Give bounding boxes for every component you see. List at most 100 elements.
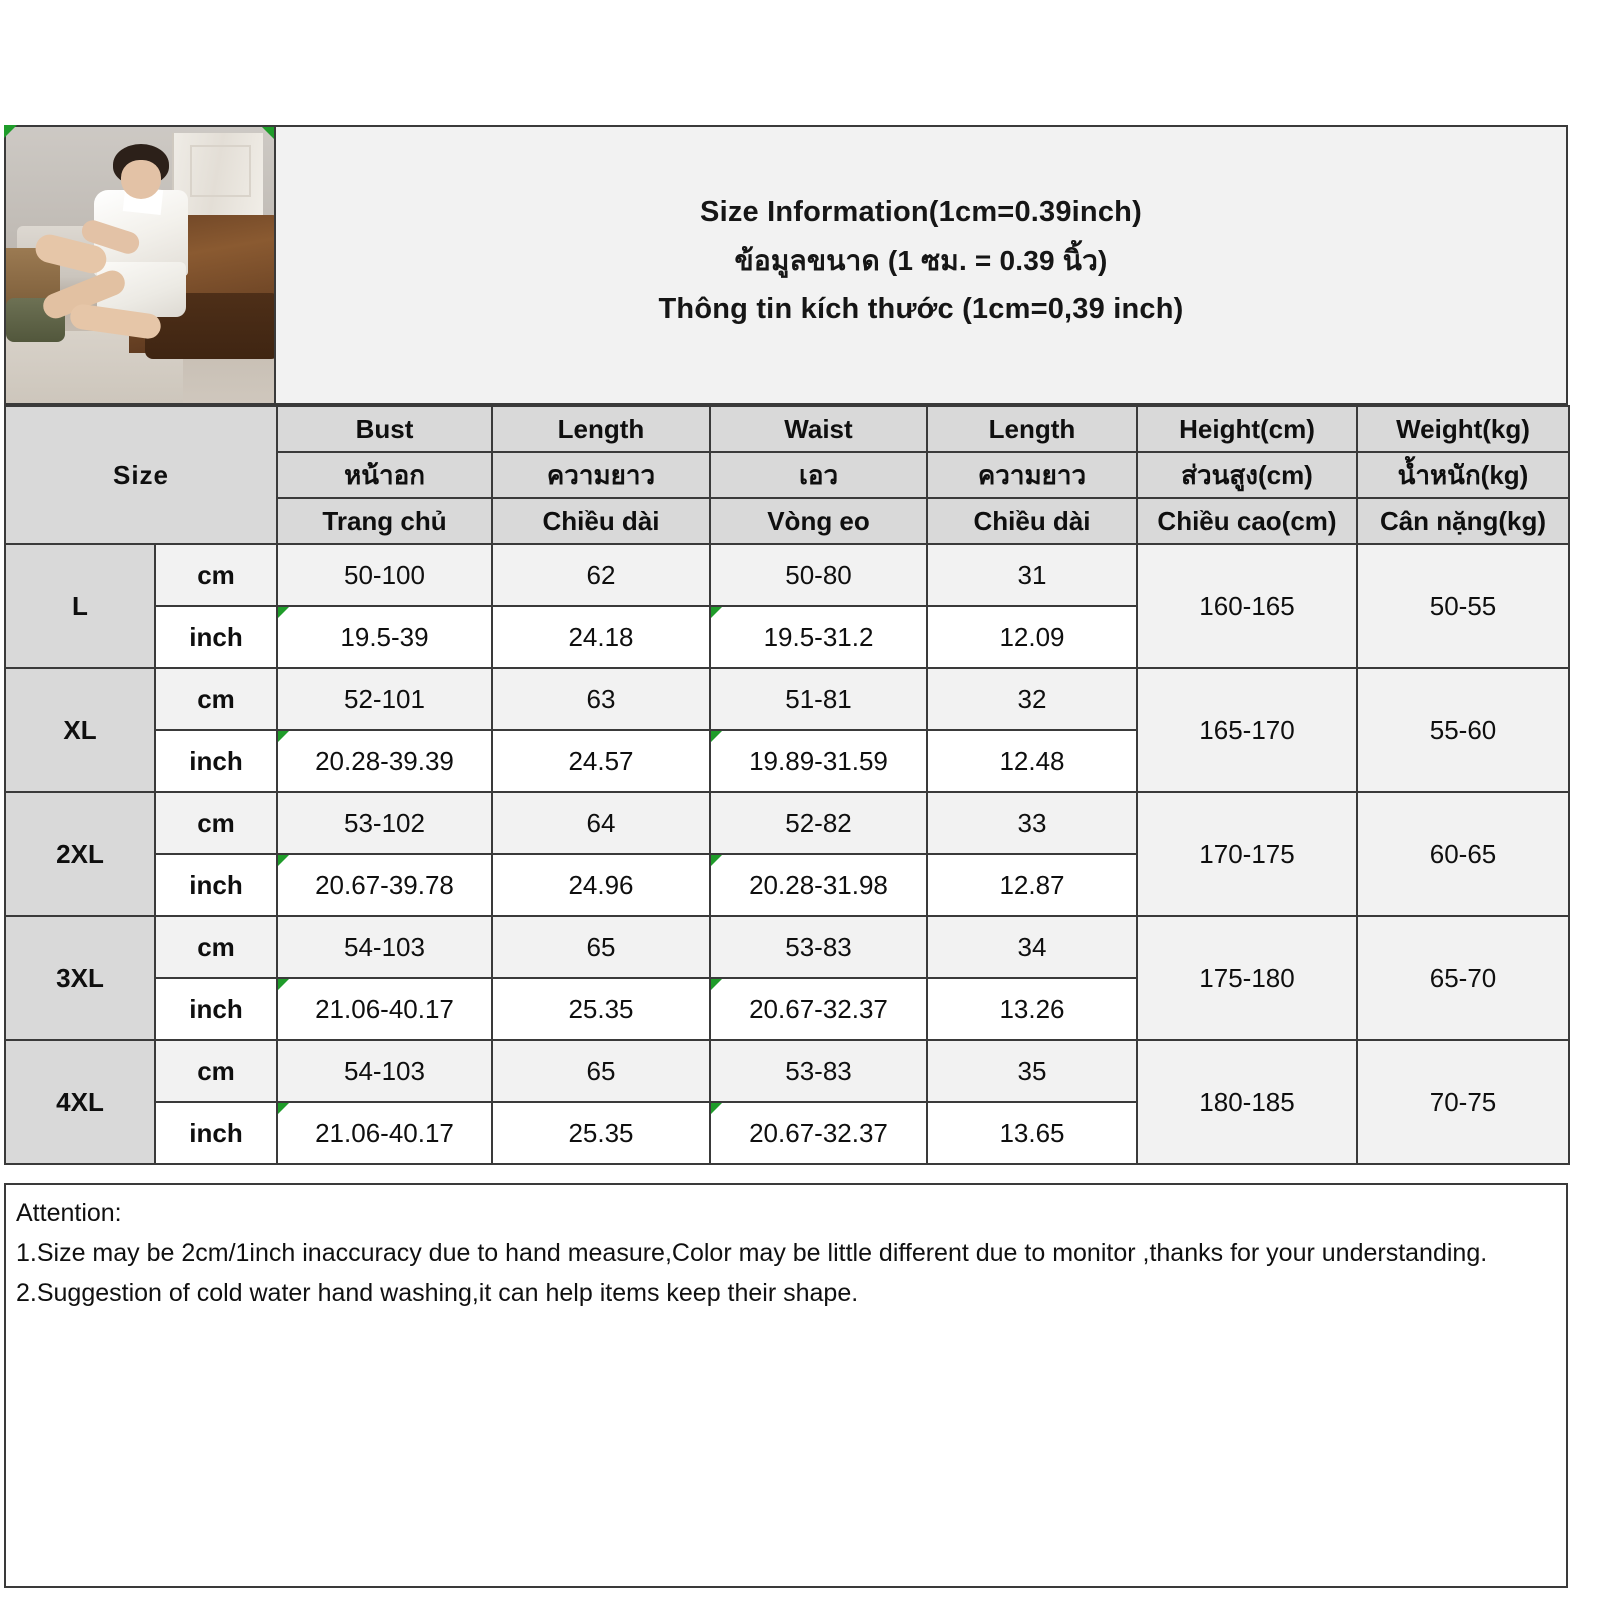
row-size-XL: XL: [4, 667, 156, 793]
cell-length-top-cm-3XL: 65: [491, 915, 711, 979]
cell-length-top-cm-XL: 63: [491, 667, 711, 731]
cell-waist-cm-3XL: 53-83: [709, 915, 928, 979]
cell-length-bottom-inch-3XL: 13.26: [926, 977, 1138, 1041]
comment-marker-icon: [278, 855, 289, 866]
cell-bust-inch-L: 19.5-39: [276, 605, 493, 669]
cell-waist-inch-2XL: 20.28-31.98: [709, 853, 928, 917]
cell-weight-L: 50-55: [1356, 543, 1570, 669]
row-size-L: L: [4, 543, 156, 669]
header-bust-th: หน้าอก: [276, 451, 493, 499]
header-length-top-th: ความยาว: [491, 451, 711, 499]
cell-waist-cm-4XL: 53-83: [709, 1039, 928, 1103]
header-band: Size Information(1cm=0.39inch) ข้อมูลขนา…: [4, 125, 1568, 405]
table-row: inch 19.5-39 24.18 19.5-31.2 12.09: [5, 605, 1569, 669]
header-weight-en: Weight(kg): [1356, 405, 1570, 453]
cell-bust-cm-L: 50-100: [276, 543, 493, 607]
row-unit-inch-L: inch: [154, 605, 278, 669]
cell-waist-inch-3XL: 20.67-32.37: [709, 977, 928, 1041]
header-length-top-vi: Chiều dài: [491, 497, 711, 545]
cell-length-top-cm-2XL: 64: [491, 791, 711, 855]
cell-bust-inch-4XL: 21.06-40.17: [276, 1101, 493, 1165]
row-size-2XL: 2XL: [4, 791, 156, 917]
row-unit-cm-2XL: cm: [154, 791, 278, 855]
row-size-4XL: 4XL: [4, 1039, 156, 1165]
cell-waist-inch-L: 19.5-31.2: [709, 605, 928, 669]
cell-weight-3XL: 65-70: [1356, 915, 1570, 1041]
cell-waist-inch-4XL: 20.67-32.37: [709, 1101, 928, 1165]
cell-bust-cm-4XL: 54-103: [276, 1039, 493, 1103]
table-row: inch 21.06-40.17 25.35 20.67-32.37 13.26: [5, 977, 1569, 1041]
header-height-en: Height(cm): [1136, 405, 1358, 453]
comment-marker-icon: [711, 1103, 722, 1114]
table-row: 4XL cm 54-103 65 53-83 35 180-185 70-75: [4, 1039, 1570, 1165]
cell-weight-4XL: 70-75: [1356, 1039, 1570, 1165]
cell-waist-cm-XL: 51-81: [709, 667, 928, 731]
table-header-row-vi: Trang chủ Chiều dài Vòng eo Chiều dài Ch…: [5, 497, 1570, 545]
row-unit-cm-3XL: cm: [154, 915, 278, 979]
comment-marker-icon: [711, 855, 722, 866]
attention-heading: Attention:: [16, 1199, 122, 1227]
cell-height-L: 160-165: [1136, 543, 1358, 669]
cell-length-bottom-cm-4XL: 35: [926, 1039, 1138, 1103]
attention-block: Attention: 1.Size may be 2cm/1inch inacc…: [4, 1183, 1568, 1588]
comment-marker-icon: [278, 1103, 289, 1114]
cell-waist-inch-XL: 19.89-31.59: [709, 729, 928, 793]
header-length-bottom-vi: Chiều dài: [926, 497, 1138, 545]
cell-length-top-inch-XL: 24.57: [491, 729, 711, 793]
row-unit-inch-XL: inch: [154, 729, 278, 793]
cell-waist-cm-L: 50-80: [709, 543, 928, 607]
table-row: L cm 50-100 62 50-80 31 160-165 50-55: [4, 543, 1570, 669]
cell-bust-inch-XL: 20.28-39.39: [276, 729, 493, 793]
comment-marker-icon: [262, 127, 274, 139]
header-bust-vi: Trang chủ: [276, 497, 493, 545]
cell-height-XL: 165-170: [1136, 667, 1358, 793]
row-unit-cm-L: cm: [154, 543, 278, 607]
comment-marker-icon: [278, 607, 289, 618]
attention-note-1: 1.Size may be 2cm/1inch inaccuracy due t…: [16, 1239, 1488, 1267]
cell-length-top-cm-4XL: 65: [491, 1039, 711, 1103]
cell-length-top-inch-L: 24.18: [491, 605, 711, 669]
cell-weight-XL: 55-60: [1356, 667, 1570, 793]
product-photo-cell[interactable]: [6, 127, 276, 403]
cell-bust-inch-3XL: 21.06-40.17: [276, 977, 493, 1041]
cell-length-bottom-inch-XL: 12.48: [926, 729, 1138, 793]
header-length-top-en: Length: [491, 405, 711, 453]
cell-length-top-cm-L: 62: [491, 543, 711, 607]
attention-note-2: 2.Suggestion of cold water hand washing,…: [16, 1279, 859, 1307]
table-row: inch 20.28-39.39 24.57 19.89-31.59 12.48: [5, 729, 1569, 793]
row-unit-inch-4XL: inch: [154, 1101, 278, 1165]
title-vietnamese: Thông tin kích thước (1cm=0,39 inch): [658, 293, 1184, 325]
table-row: XL cm 52-101 63 51-81 32 165-170 55-60: [4, 667, 1570, 793]
table-row: 3XL cm 54-103 65 53-83 34 175-180 65-70: [4, 915, 1570, 1041]
cell-length-top-inch-2XL: 24.96: [491, 853, 711, 917]
cell-height-4XL: 180-185: [1136, 1039, 1358, 1165]
table-header-row-th: หน้าอก ความยาว เอว ความยาว ส่วนสูง(cm) น…: [5, 451, 1570, 499]
comment-marker-icon: [278, 979, 289, 990]
title-thai: ข้อมูลขนาด (1 ซม. = 0.39 นิ้ว): [734, 245, 1108, 276]
comment-marker-icon: [711, 731, 722, 742]
cell-height-3XL: 175-180: [1136, 915, 1358, 1041]
header-height-th: ส่วนสูง(cm): [1136, 451, 1358, 499]
cell-bust-cm-2XL: 53-102: [276, 791, 493, 855]
size-header-cell: Size: [4, 405, 278, 545]
cell-length-top-inch-3XL: 25.35: [491, 977, 711, 1041]
cell-length-bottom-cm-XL: 32: [926, 667, 1138, 731]
header-waist-vi: Vòng eo: [709, 497, 928, 545]
table-row: 2XL cm 53-102 64 52-82 33 170-175 60-65: [4, 791, 1570, 917]
cell-waist-cm-2XL: 52-82: [709, 791, 928, 855]
comment-marker-icon: [711, 979, 722, 990]
title-english: Size Information(1cm=0.39inch): [700, 196, 1142, 228]
title-cell: Size Information(1cm=0.39inch) ข้อมูลขนา…: [276, 127, 1566, 403]
cell-length-bottom-cm-2XL: 33: [926, 791, 1138, 855]
table-row: inch 20.67-39.78 24.96 20.28-31.98 12.87: [5, 853, 1569, 917]
table-row: inch 21.06-40.17 25.35 20.67-32.37 13.65: [5, 1101, 1569, 1165]
header-weight-vi: Cân nặng(kg): [1356, 497, 1570, 545]
row-unit-inch-2XL: inch: [154, 853, 278, 917]
photo-model-face: [121, 160, 162, 199]
header-height-vi: Chiều cao(cm): [1136, 497, 1358, 545]
cell-bust-cm-3XL: 54-103: [276, 915, 493, 979]
cell-length-bottom-inch-4XL: 13.65: [926, 1101, 1138, 1165]
cell-bust-cm-XL: 52-101: [276, 667, 493, 731]
row-unit-cm-XL: cm: [154, 667, 278, 731]
